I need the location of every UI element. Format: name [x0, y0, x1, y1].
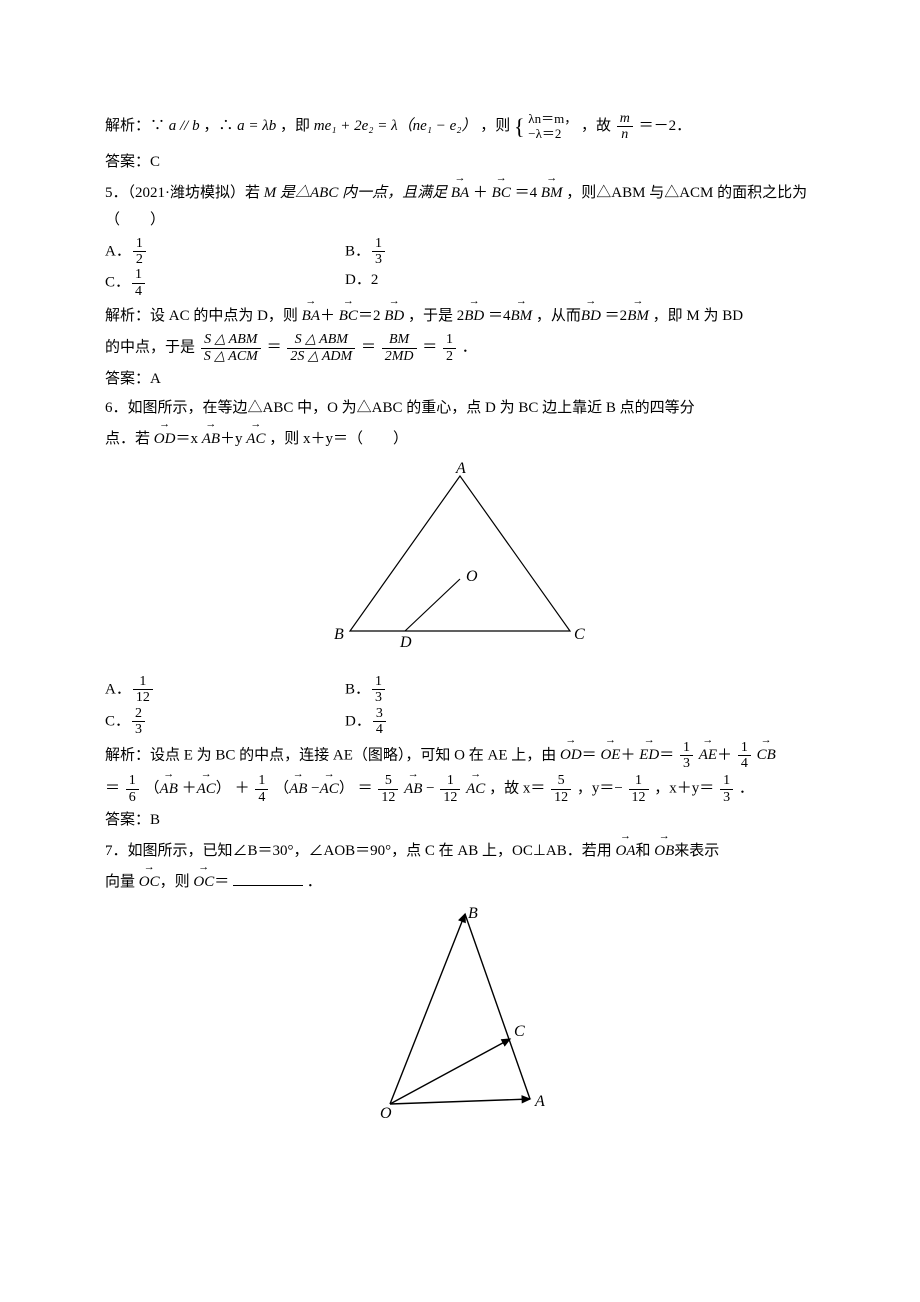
- svg-text:B: B: [334, 626, 344, 643]
- svg-text:C: C: [574, 626, 585, 643]
- text: ＝－2．: [639, 118, 692, 134]
- system: λn＝m， −λ＝2: [528, 112, 577, 142]
- expr: a = λb: [237, 118, 276, 134]
- q5-solution: 解析：设 AC 的中点为 D，则 BA＋ BC＝2 BD ，于是 2BD ＝4B…: [105, 301, 815, 330]
- svg-text:B: B: [468, 905, 478, 922]
- text: ，即: [280, 118, 314, 134]
- q5-solution-line2: 的中点，于是 S △ ABMS △ ACM ＝ S △ ABM2S △ ADM …: [105, 332, 815, 364]
- text: ，则: [480, 118, 510, 134]
- svg-text:C: C: [514, 1023, 525, 1040]
- q5-options-row2: C．14 D．2: [105, 267, 815, 299]
- q5-options-row1: A．12 B．13: [105, 236, 815, 268]
- q7-stem-line2: 向量 OC，则 OC＝ ．: [105, 867, 815, 896]
- svg-text:A: A: [455, 461, 466, 477]
- svg-text:A: A: [534, 1093, 545, 1110]
- q6-answer: 答案：B: [105, 807, 815, 834]
- q6-solution-line2: ＝ 16 （AB ＋AC） ＋ 14 （AB −AC） ＝ 512 AB − 1…: [105, 773, 815, 805]
- q5-stem: 5．（2021·潍坊模拟）若 M 是△ABC 内一点，且满足 BA ＋ BC ＝…: [105, 178, 815, 234]
- expr: a // b: [169, 118, 200, 134]
- vector-BA: BA: [451, 178, 469, 207]
- expr: me₁ + 2e₂ = λ（ne₁ − e₂）: [314, 118, 477, 134]
- triangle-diagram: A B C D O: [310, 461, 610, 656]
- q7-figure: O A B C: [105, 904, 815, 1134]
- svg-text:O: O: [466, 568, 478, 585]
- q6-options-row1: A．112 B．13: [105, 674, 815, 706]
- svg-text:D: D: [399, 634, 412, 651]
- fraction: m n: [617, 111, 633, 143]
- right-triangle-diagram: O A B C: [350, 904, 570, 1124]
- vector-BM: BM: [541, 178, 563, 207]
- q4-solution: 解析：∵ a // b ，∴ a = λb ，即 me₁ + 2e₂ = λ（n…: [105, 107, 815, 147]
- answer-blank: [233, 870, 303, 886]
- text: ，故: [581, 118, 611, 134]
- text: ，∴: [203, 118, 233, 134]
- q6-figure: A B C D O: [105, 461, 815, 666]
- text: 解析：∵: [105, 118, 165, 134]
- q5-answer: 答案：A: [105, 366, 815, 393]
- q6-stem-line2: 点．若 OD＝x AB＋y AC ，则 x＋y＝（ ）: [105, 424, 815, 453]
- vector-BC: BC: [492, 178, 511, 207]
- svg-text:O: O: [380, 1105, 392, 1122]
